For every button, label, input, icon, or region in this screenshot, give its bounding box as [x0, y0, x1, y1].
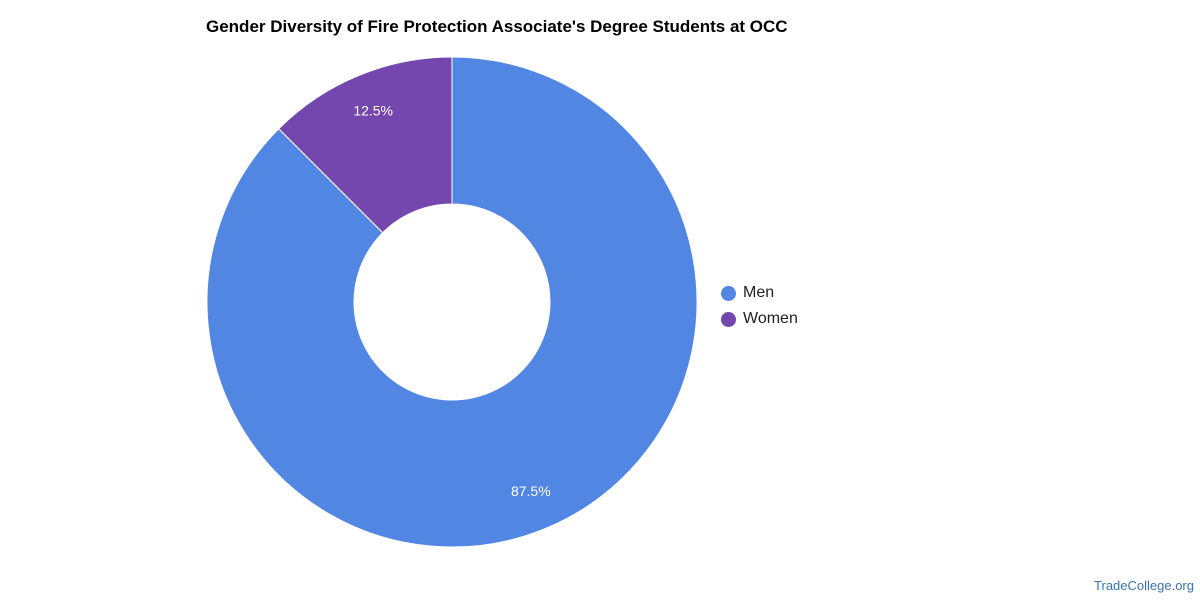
legend-label-women: Women	[743, 310, 798, 327]
legend-label-men: Men	[743, 284, 775, 301]
chart-title: Gender Diversity of Fire Protection Asso…	[206, 17, 788, 36]
legend-swatch-women	[721, 311, 736, 327]
slice-label-women: 12.5%	[353, 102, 393, 118]
slice-men[interactable]	[206, 56, 698, 548]
legend-item-women[interactable]: Women	[721, 306, 798, 332]
slice-label-men: 87.5%	[511, 483, 551, 499]
slice-women[interactable]	[278, 56, 453, 234]
slice-labels-group: 87.5% 12.5%	[353, 102, 550, 499]
legend-swatch-men	[721, 285, 736, 301]
watermark[interactable]: TradeCollege.org	[1094, 578, 1194, 593]
legend-item-men[interactable]: Men	[721, 280, 798, 306]
legend: Men Women	[721, 280, 798, 332]
slices-group	[206, 56, 698, 548]
